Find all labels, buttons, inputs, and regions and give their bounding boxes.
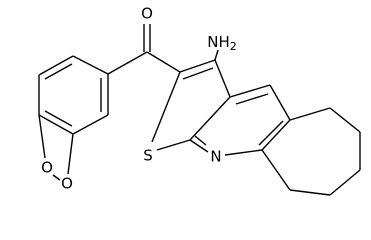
atom-label: NH2 — [207, 33, 237, 54]
atom-labels: O NH2 S N O O — [41, 5, 237, 193]
atom-subscript: 2 — [230, 40, 237, 53]
atom-label: O — [141, 5, 153, 23]
atom-label: O — [61, 175, 73, 193]
molecule-diagram: O NH2 S N O O — [38, 5, 361, 196]
bonds — [38, 24, 361, 196]
atom-label: S — [143, 147, 153, 165]
atom-label: NH — [207, 33, 230, 51]
atom-label: N — [210, 148, 221, 166]
atom-label: O — [41, 159, 53, 177]
